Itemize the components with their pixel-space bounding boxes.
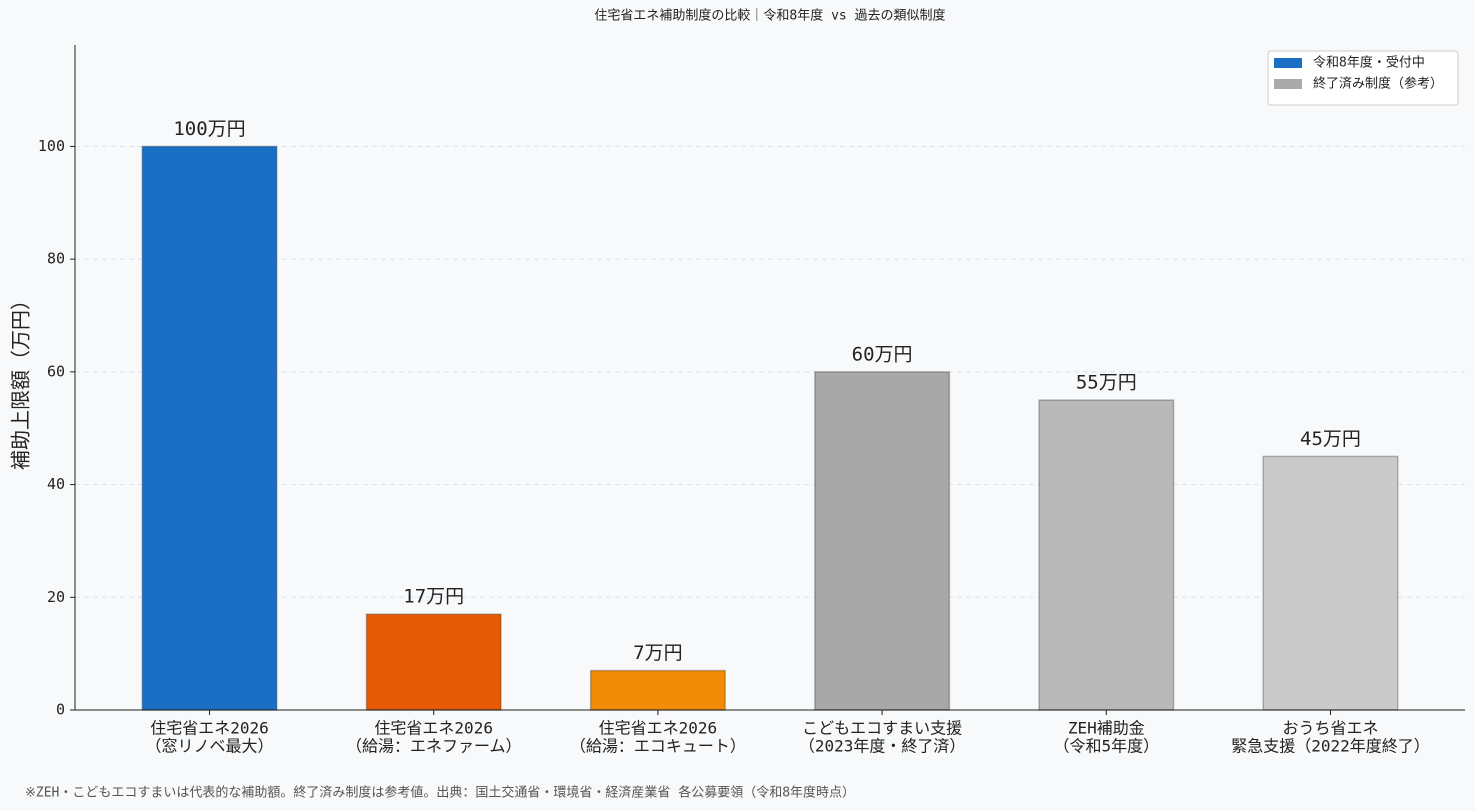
y-tick-label: 60 [47, 362, 65, 380]
x-tick-label: （令和5年度） [1053, 737, 1159, 756]
x-tick-label: 住宅省エネ2026 [150, 719, 269, 738]
footnote: ※ZEH・こどもエコすまいは代表的な補助額。終了済み制度は参考値。出典：国土交通… [25, 785, 855, 801]
legend-swatch [1274, 58, 1302, 68]
x-tick-label: （窓リノベ最大） [146, 737, 274, 756]
chart-title: 住宅省エネ補助制度の比較｜令和8年度 vs 過去の類似制度 [594, 8, 945, 24]
y-tick-label: 80 [47, 250, 65, 268]
value-label: 17万円 [403, 586, 464, 608]
bar [814, 371, 951, 711]
value-label: 100万円 [173, 118, 245, 140]
x-tick-label: 緊急支援（2022年度終了） [1231, 737, 1430, 756]
bar [141, 145, 278, 711]
x-tick-label: 住宅省エネ2026 [374, 719, 493, 738]
x-tick-label: おうち省エネ [1282, 719, 1378, 738]
value-label: 45万円 [1300, 428, 1361, 450]
value-label: 60万円 [852, 343, 913, 365]
bar [365, 613, 502, 711]
legend-box [1267, 50, 1459, 106]
value-label: 55万円 [1076, 372, 1137, 394]
y-tick-label: 100 [38, 137, 65, 155]
x-tick-label: 住宅省エネ2026 [599, 719, 718, 738]
x-tick-label: こどもエコすまい支援 [802, 719, 962, 738]
legend-swatch [1274, 79, 1302, 89]
y-tick-label: 0 [56, 701, 65, 719]
x-tick-label: （給湯：エコキュート） [570, 737, 746, 756]
bar [589, 669, 726, 711]
x-tick-label: （2023年度・終了済） [799, 737, 966, 756]
x-tick-label: ZEH補助金 [1068, 719, 1145, 738]
value-label: 7万円 [633, 642, 682, 664]
bar [1262, 455, 1399, 711]
legend-label: 令和8年度・受付中 [1313, 55, 1425, 71]
y-tick-label: 40 [47, 475, 65, 493]
legend-label: 終了済み制度（参考） [1313, 76, 1443, 92]
y-tick-label: 20 [47, 588, 65, 606]
y-axis-label: 補助上限額（万円） [9, 290, 33, 470]
x-tick-label: （給湯：エネファーム） [346, 737, 522, 756]
bar [1038, 399, 1175, 711]
